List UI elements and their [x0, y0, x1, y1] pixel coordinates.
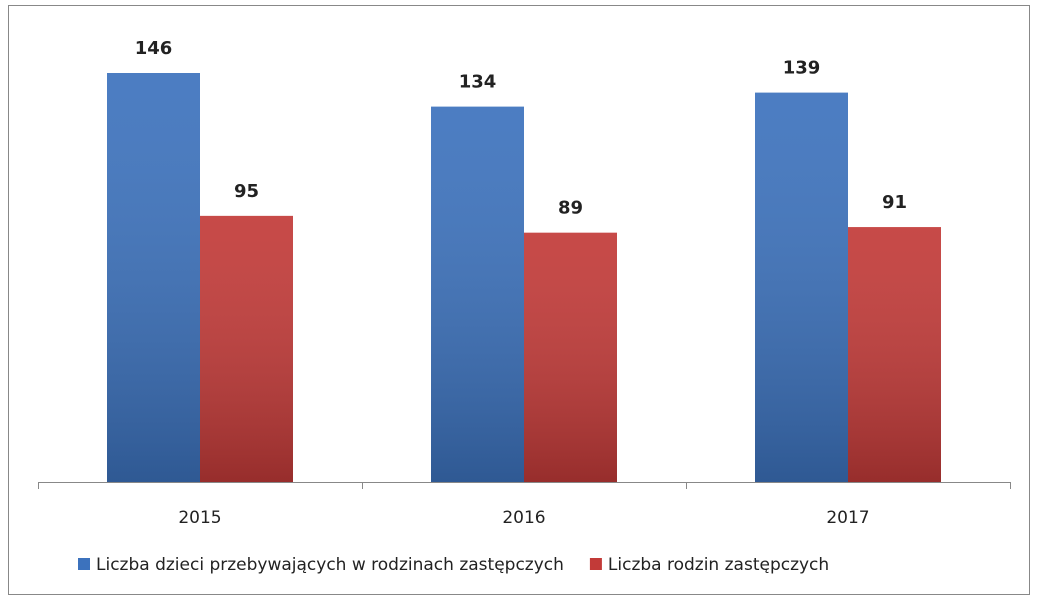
- data-label: 91: [882, 192, 907, 213]
- legend-swatch: [78, 558, 90, 570]
- bar-shade: [200, 215, 293, 482]
- bar-shade: [755, 92, 848, 482]
- bar-shade: [107, 73, 200, 482]
- bar-shade: [524, 232, 617, 482]
- x-tick-label: 2017: [826, 508, 869, 528]
- data-label: 134: [459, 72, 497, 93]
- legend-label: Liczba rodzin zastępczych: [608, 555, 829, 575]
- bar-shade: [848, 227, 941, 482]
- data-label: 139: [783, 58, 821, 79]
- data-label: 89: [558, 198, 583, 219]
- legend-label: Liczba dzieci przebywających w rodzinach…: [96, 555, 564, 575]
- data-label: 95: [234, 181, 259, 202]
- bar-shade: [431, 106, 524, 482]
- legend-swatch: [589, 558, 602, 570]
- data-label: 146: [135, 38, 173, 59]
- x-tick-label: 2016: [502, 508, 545, 528]
- x-tick-label: 2015: [178, 508, 221, 528]
